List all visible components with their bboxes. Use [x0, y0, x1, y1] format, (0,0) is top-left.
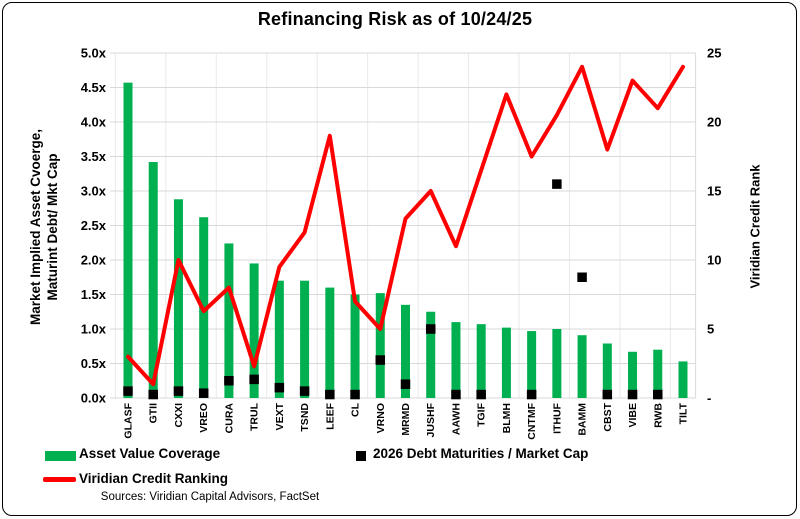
bar-GTII	[148, 162, 158, 398]
bar-BLMH	[501, 327, 511, 398]
bar-VRNO	[375, 293, 385, 398]
left-axis-tick: 3.5x	[81, 149, 107, 164]
category-label-TGIF: TGIF	[476, 402, 488, 426]
bar-VIBE	[628, 351, 638, 398]
left-axis-tick: 4.0x	[81, 115, 107, 130]
debt-maturity-marker-TGIF	[476, 389, 486, 400]
bar-CURA	[224, 243, 234, 398]
bar-AAWH	[451, 322, 461, 398]
category-label-CBST: CBST	[602, 402, 614, 431]
category-label-VREO: VREO	[198, 403, 210, 433]
right-axis-tick: 5	[707, 322, 714, 337]
debt-maturity-marker-MRMD	[400, 379, 411, 389]
bar-CBST	[602, 343, 612, 398]
left-axis-tick: 1.5x	[81, 287, 107, 302]
bar-CL	[350, 294, 360, 398]
bar-TILT	[678, 361, 688, 398]
debt-maturity-marker-LEEF	[325, 389, 335, 400]
bar-JUSHF	[426, 311, 436, 398]
category-label-VEXT: VEXT	[274, 402, 286, 430]
bar-LEEF	[325, 287, 335, 398]
legend-label-viridian-credit-ranking: Viridian Credit Ranking	[79, 471, 229, 486]
category-label-CXXI: CXXI	[173, 403, 185, 428]
bar-MRMD	[400, 304, 410, 398]
category-label-MRMD: MRMD	[400, 403, 412, 436]
bar-CXXI	[173, 199, 183, 398]
debt-maturity-marker-CL	[350, 389, 360, 400]
category-label-LEEF: LEEF	[324, 402, 336, 429]
category-label-CL: CL	[350, 402, 362, 417]
category-label-CNTMF: CNTMF	[526, 402, 538, 439]
debt-maturity-marker-AAWH	[451, 389, 461, 400]
bar-GLASF	[123, 82, 133, 399]
right-axis-tick: 10	[707, 253, 721, 268]
legend-label-asset-value-coverage: Asset Value Coverage	[79, 446, 221, 461]
left-axis-tick: 0.5x	[81, 356, 107, 371]
category-label-TRUL: TRUL	[249, 402, 261, 431]
debt-maturity-marker-CURA	[224, 376, 234, 386]
debt-maturity-marker-RWB	[653, 389, 663, 400]
legend-square-swatch	[356, 451, 366, 461]
debt-maturity-marker-CBST	[602, 389, 613, 400]
chart-title: Refinancing Risk as of 10/24/25	[257, 9, 533, 29]
bar-RWB	[653, 349, 663, 398]
right-axis-tick: 25	[707, 46, 721, 61]
debt-maturity-marker-BAMM	[577, 272, 587, 282]
left-axis-tick: 2.0x	[81, 253, 107, 268]
category-label-BAMM: BAMM	[577, 403, 589, 436]
debt-maturity-marker-GLASF	[123, 386, 133, 396]
source-note: Sources: Viridian Capital Advisors, Fact…	[100, 491, 320, 503]
category-label-VIBE: VIBE	[627, 403, 639, 428]
bar-BAMM	[577, 335, 587, 398]
debt-maturity-marker-ITHUF	[552, 179, 562, 189]
category-label-GLASF: GLASF	[123, 402, 135, 438]
debt-maturity-marker-TSND	[299, 386, 310, 396]
debt-maturity-marker-GTII	[148, 389, 158, 400]
debt-maturity-marker-VEXT	[274, 382, 285, 393]
bar-TGIF	[476, 324, 486, 398]
debt-maturity-marker-VIBE	[627, 389, 638, 400]
debt-maturity-marker-VRNO	[375, 355, 386, 365]
right-axis-tick: -	[707, 391, 711, 406]
category-label-TILT: TILT	[677, 402, 689, 424]
debt-maturity-marker-CNTMF	[526, 389, 537, 400]
category-label-BLMH: BLMH	[501, 403, 513, 433]
right-axis-tick: 20	[707, 115, 721, 130]
bar-CNTMF	[527, 331, 537, 398]
legend-label-debt-maturities: 2026 Debt Maturities / Market Cap	[373, 446, 589, 461]
left-axis-title-line-2: Maturint Debt/ Mkt Cap	[45, 153, 60, 301]
left-axis-title-line-1: Market Implied Asset Cvoerge,	[28, 128, 43, 326]
left-axis-tick: 5.0x	[81, 46, 107, 61]
left-axis-tick: 0.0x	[81, 391, 107, 406]
debt-maturity-marker-CXXI	[173, 386, 184, 396]
debt-maturity-marker-TRUL	[249, 374, 259, 385]
bar-TRUL	[249, 263, 259, 398]
bar-ITHUF	[552, 329, 562, 398]
debt-maturity-marker-VREO	[198, 388, 209, 398]
category-label-VRNO: VRNO	[375, 403, 387, 433]
category-label-CURA: CURA	[223, 403, 235, 434]
category-label-JUSHF: JUSHF	[425, 402, 437, 437]
debt-maturity-marker-JUSHF	[425, 324, 436, 334]
legend-line-swatch	[43, 477, 76, 482]
category-label-TSND: TSND	[299, 403, 311, 432]
bar-VEXT	[274, 280, 284, 398]
left-axis-tick: 3.0x	[81, 184, 107, 199]
left-axis-tick: 1.0x	[81, 322, 107, 337]
left-axis-tick: 2.5x	[81, 218, 107, 233]
bar-TSND	[300, 280, 310, 398]
category-label-AAWH: AAWH	[450, 403, 462, 435]
credit-ranking-line	[126, 64, 685, 387]
right-axis-tick: 15	[707, 184, 721, 199]
category-label-RWB: RWB	[652, 403, 664, 428]
legend-bar-swatch	[45, 451, 76, 461]
category-label-ITHUF: ITHUF	[551, 402, 563, 433]
left-axis-tick: 4.5x	[81, 80, 107, 95]
category-label-GTII: GTII	[148, 403, 160, 423]
left-axis-title: Market Implied Asset Cvoerge, Maturint D…	[27, 47, 63, 407]
right-axis-title: Viridian Credit Rank	[747, 164, 763, 289]
